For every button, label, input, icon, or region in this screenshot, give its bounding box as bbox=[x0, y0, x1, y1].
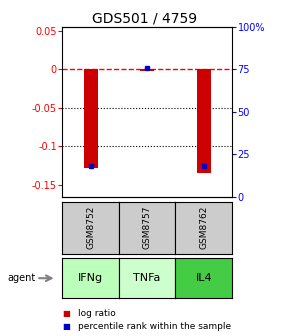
Text: GSM8752: GSM8752 bbox=[86, 206, 95, 249]
Text: IL4: IL4 bbox=[195, 273, 212, 283]
Text: IFNg: IFNg bbox=[78, 273, 103, 283]
Bar bbox=[140, 69, 154, 71]
Text: ■: ■ bbox=[62, 309, 70, 318]
Text: log ratio: log ratio bbox=[78, 309, 116, 318]
Text: GSM8762: GSM8762 bbox=[199, 206, 208, 249]
Bar bbox=[197, 69, 211, 173]
Text: ■: ■ bbox=[62, 322, 70, 331]
Text: GDS501 / 4759: GDS501 / 4759 bbox=[93, 12, 197, 26]
Text: agent: agent bbox=[7, 273, 35, 283]
Text: TNFa: TNFa bbox=[133, 273, 161, 283]
Text: percentile rank within the sample: percentile rank within the sample bbox=[78, 322, 231, 331]
Bar bbox=[84, 69, 98, 168]
Text: GSM8757: GSM8757 bbox=[143, 206, 152, 249]
